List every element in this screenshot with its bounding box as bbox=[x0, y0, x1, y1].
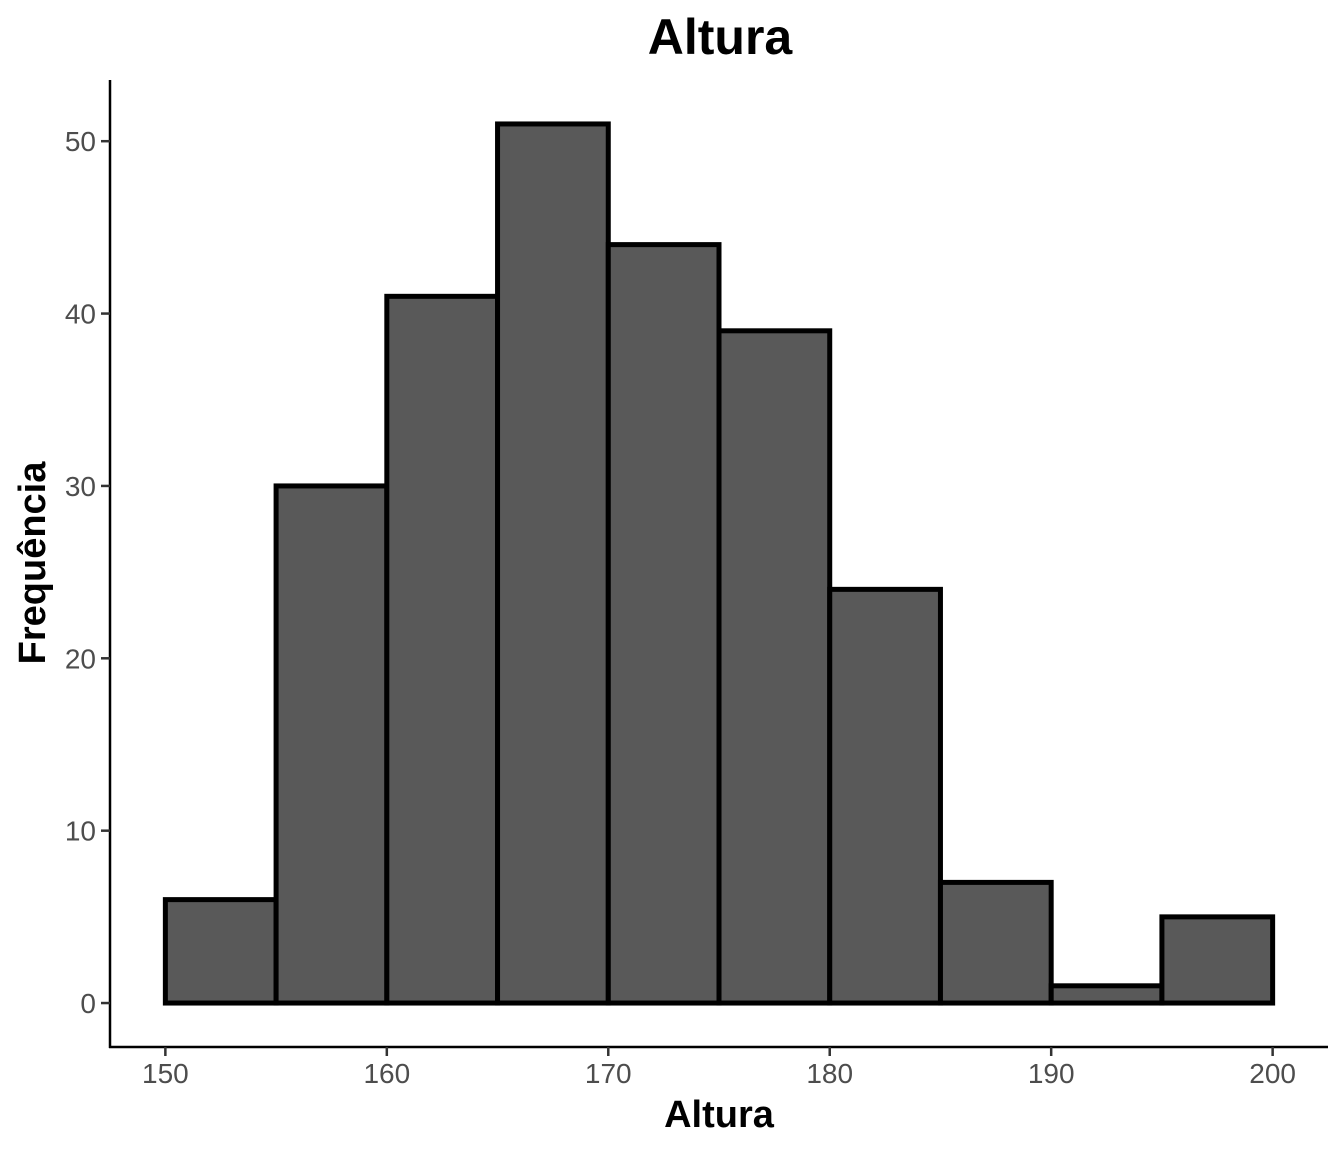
y-tick-label: 10 bbox=[65, 816, 96, 847]
x-tick-label: 170 bbox=[585, 1058, 632, 1089]
histogram-bar-1 bbox=[162, 897, 279, 1006]
y-axis-title: Frequência bbox=[12, 461, 54, 665]
histogram-bar-6 bbox=[716, 328, 833, 1006]
histogram-bar-8 bbox=[937, 879, 1054, 1006]
x-tick-label: 160 bbox=[363, 1058, 410, 1089]
histogram-bar-4 bbox=[495, 121, 611, 1006]
y-tick-label: 20 bbox=[65, 643, 96, 674]
histogram-bar-7 bbox=[827, 586, 943, 1006]
x-tick-label: 180 bbox=[806, 1058, 853, 1089]
histogram-bar-3 bbox=[384, 293, 501, 1006]
y-tick-label: 40 bbox=[65, 299, 96, 330]
histogram-bar-10 bbox=[1159, 914, 1276, 1006]
histogram-bar-5 bbox=[605, 242, 722, 1006]
x-tick-label: 190 bbox=[1028, 1058, 1075, 1089]
y-axis-ticks: 0 10 20 30 40 50 bbox=[65, 126, 110, 1019]
x-axis-ticks: 150 160 170 180 190 200 bbox=[142, 1047, 1296, 1089]
x-axis-title: Altura bbox=[664, 1094, 775, 1136]
y-tick-label: 30 bbox=[65, 471, 96, 502]
x-tick-label: 150 bbox=[142, 1058, 189, 1089]
histogram-bar-9 bbox=[1048, 983, 1165, 1006]
x-tick-label: 200 bbox=[1249, 1058, 1296, 1089]
histogram-bar-2 bbox=[273, 483, 390, 1006]
y-tick-label: 50 bbox=[65, 126, 96, 157]
y-tick-label: 0 bbox=[80, 988, 96, 1019]
bars-group bbox=[162, 121, 1276, 1006]
chart-title: Altura bbox=[648, 9, 794, 65]
